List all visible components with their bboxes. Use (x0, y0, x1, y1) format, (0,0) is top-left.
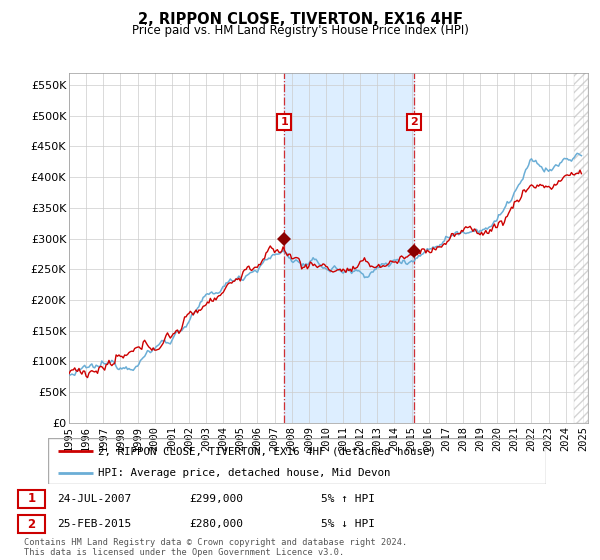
Text: 25-FEB-2015: 25-FEB-2015 (57, 520, 131, 529)
Text: Price paid vs. HM Land Registry's House Price Index (HPI): Price paid vs. HM Land Registry's House … (131, 24, 469, 36)
Text: 1: 1 (28, 492, 35, 505)
Text: £299,000: £299,000 (189, 494, 243, 503)
Text: 5% ↑ HPI: 5% ↑ HPI (321, 494, 375, 503)
Text: 5% ↓ HPI: 5% ↓ HPI (321, 520, 375, 529)
Text: 2, RIPPON CLOSE, TIVERTON, EX16 4HF: 2, RIPPON CLOSE, TIVERTON, EX16 4HF (137, 12, 463, 27)
Text: 24-JUL-2007: 24-JUL-2007 (57, 494, 131, 503)
Text: HPI: Average price, detached house, Mid Devon: HPI: Average price, detached house, Mid … (98, 468, 391, 478)
Text: 2, RIPPON CLOSE, TIVERTON, EX16 4HF (detached house): 2, RIPPON CLOSE, TIVERTON, EX16 4HF (det… (98, 446, 436, 456)
Text: £280,000: £280,000 (189, 520, 243, 529)
Text: 2: 2 (410, 117, 418, 127)
Bar (18, 515, 45, 534)
Bar (18, 489, 45, 508)
Text: 2: 2 (28, 518, 35, 531)
Text: Contains HM Land Registry data © Crown copyright and database right 2024.
This d: Contains HM Land Registry data © Crown c… (24, 538, 407, 557)
Bar (284, 73, 414, 423)
Text: 1: 1 (280, 117, 288, 127)
